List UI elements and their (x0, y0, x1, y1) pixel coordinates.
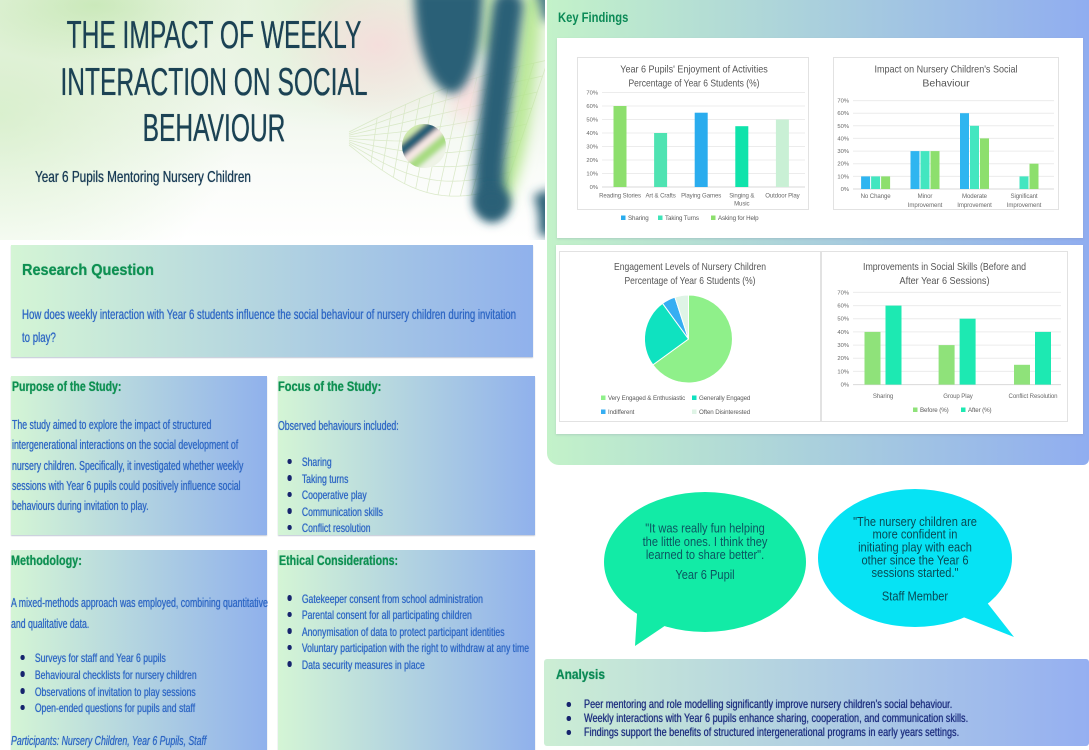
svg-text:Percentage of Year 6 Students: Percentage of Year 6 Students (%) (629, 78, 760, 90)
svg-text:Music: Music (734, 201, 749, 208)
svg-text:Singing &: Singing & (729, 193, 754, 200)
svg-text:"It was really fun helping: "It was really fun helping (645, 521, 765, 536)
svg-text:Sharing: Sharing (873, 393, 893, 400)
svg-text:initiating play with each: initiating play with each (858, 540, 972, 555)
svg-text:Improvement: Improvement (1007, 202, 1042, 209)
svg-text:60%: 60% (586, 104, 598, 110)
svg-text:more confident in: more confident in (873, 527, 958, 542)
svg-text:Art & Crafts: Art & Crafts (645, 193, 675, 200)
svg-text:Outdoor Play: Outdoor Play (765, 193, 800, 200)
svg-text:30%: 30% (586, 145, 598, 151)
svg-text:Indifferent: Indifferent (608, 409, 635, 416)
svg-text:No Change: No Change (861, 193, 892, 200)
svg-text:40%: 40% (837, 136, 849, 142)
svg-text:Minor: Minor (918, 193, 933, 200)
svg-text:Improvements in Social Skills: Improvements in Social Skills (Before an… (863, 261, 1026, 273)
svg-text:0%: 0% (841, 187, 849, 193)
svg-text:Engagement Levels of Nursery C: Engagement Levels of Nursery Children (614, 261, 766, 273)
svg-text:30%: 30% (837, 149, 849, 155)
svg-text:Asking for Help: Asking for Help (718, 215, 759, 222)
svg-text:20%: 20% (586, 158, 598, 164)
svg-text:Improvement: Improvement (957, 202, 992, 209)
svg-text:the little ones. I think they: the little ones. I think they (643, 534, 768, 549)
svg-text:10%: 10% (586, 172, 598, 178)
svg-text:70%: 70% (837, 290, 849, 296)
svg-text:Group Play: Group Play (943, 393, 974, 400)
svg-text:20%: 20% (837, 356, 849, 362)
svg-text:60%: 60% (837, 304, 849, 310)
svg-text:Sharing: Sharing (628, 215, 649, 222)
svg-text:10%: 10% (837, 174, 849, 180)
svg-text:Impact on Nursery Children's S: Impact on Nursery Children's Social (875, 64, 1018, 76)
svg-text:60%: 60% (837, 111, 849, 117)
svg-text:Generally Engaged: Generally Engaged (699, 395, 751, 402)
svg-text:Conflict Resolution: Conflict Resolution (1009, 393, 1058, 400)
svg-text:Year 6 Pupils' Enjoyment of Ac: Year 6 Pupils' Enjoyment of Activities (620, 64, 768, 76)
svg-text:After Year 6 Sessions): After Year 6 Sessions) (900, 275, 990, 287)
svg-text:70%: 70% (586, 91, 598, 97)
svg-text:Behaviour: Behaviour (922, 78, 970, 90)
svg-text:Significant: Significant (1010, 193, 1037, 200)
svg-text:Improvement: Improvement (908, 202, 943, 209)
svg-text:other since the Year 6: other since the Year 6 (861, 553, 968, 568)
svg-text:70%: 70% (837, 99, 849, 105)
svg-text:"The nursery children are: "The nursery children are (853, 514, 977, 529)
svg-text:learned to share better".: learned to share better". (646, 547, 764, 562)
svg-text:20%: 20% (837, 162, 849, 168)
svg-text:10%: 10% (837, 369, 849, 375)
svg-text:0%: 0% (841, 383, 849, 389)
svg-text:Often Disinterested: Often Disinterested (699, 409, 751, 416)
svg-text:After (%): After (%) (968, 407, 992, 414)
svg-text:Playing Games: Playing Games (681, 193, 721, 200)
svg-text:0%: 0% (590, 185, 598, 191)
svg-text:Taking Turns: Taking Turns (665, 215, 699, 222)
svg-text:40%: 40% (837, 330, 849, 336)
svg-text:Year 6 Pupil: Year 6 Pupil (675, 567, 734, 582)
svg-text:50%: 50% (586, 118, 598, 124)
svg-text:Very Engaged & Enthusiastic: Very Engaged & Enthusiastic (608, 395, 685, 402)
svg-text:Reading Stories: Reading Stories (599, 193, 641, 200)
svg-text:Percentage of Year 6 Students: Percentage of Year 6 Students (%) (625, 275, 756, 287)
svg-text:40%: 40% (586, 131, 598, 137)
svg-text:Before (%): Before (%) (920, 407, 949, 414)
svg-text:Staff Member: Staff Member (882, 589, 948, 604)
svg-text:sessions started.": sessions started." (872, 566, 959, 581)
svg-text:Moderate: Moderate (962, 193, 988, 200)
svg-text:30%: 30% (837, 343, 849, 349)
svg-text:50%: 50% (837, 124, 849, 130)
svg-text:50%: 50% (837, 317, 849, 323)
